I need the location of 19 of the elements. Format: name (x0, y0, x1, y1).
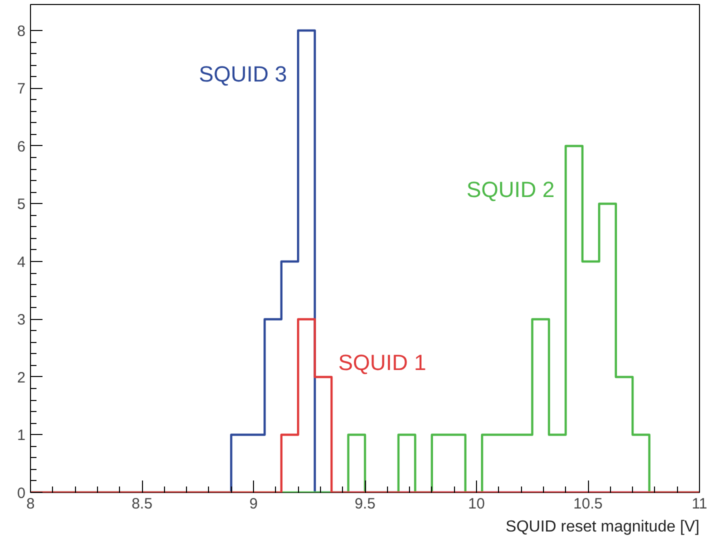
y-tick-label: 3 (17, 312, 26, 329)
x-tick-label: 10 (468, 496, 485, 512)
y-tick-label: 5 (17, 196, 26, 214)
x-tick-label: 11 (692, 496, 708, 512)
y-tick-label: 7 (17, 80, 26, 98)
x-tick-label: 9.5 (354, 496, 376, 512)
y-tick-label: 0 (17, 485, 26, 502)
y-tick-label: 8 (17, 22, 26, 40)
x-tick-label: 9 (249, 496, 258, 512)
y-tick-label: 4 (17, 254, 26, 271)
y-tick-label: 1 (17, 427, 26, 444)
x-tick-label: 8.5 (132, 496, 152, 512)
series-label: SQUID 1 (338, 350, 426, 376)
series-label: SQUID 3 (198, 61, 287, 86)
x-axis-title: SQUID reset magnitude [V] (506, 518, 700, 536)
series-label: SQUID 2 (466, 176, 555, 202)
x-tick-label: 10.5 (573, 496, 603, 512)
y-tick-label: 2 (17, 369, 26, 386)
y-tick-label: 6 (17, 138, 26, 156)
